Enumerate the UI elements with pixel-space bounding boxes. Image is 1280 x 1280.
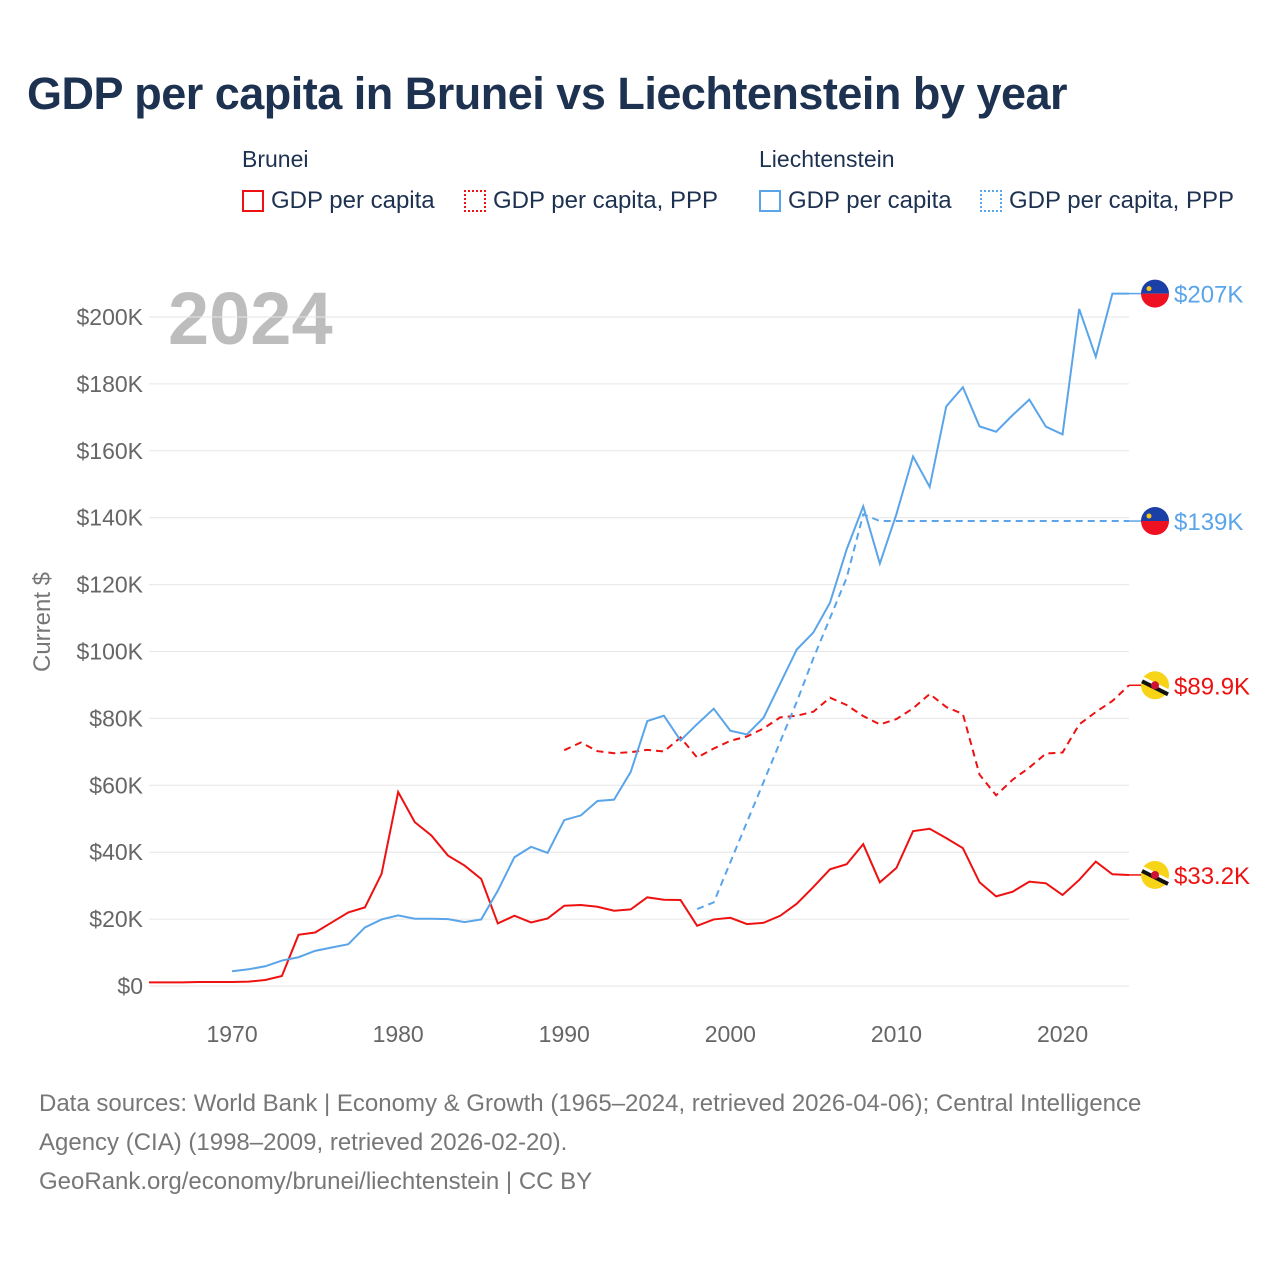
- brunei-flag-icon: [1140, 860, 1170, 889]
- y-tick-label: $180K: [76, 371, 143, 397]
- end-value-label: $207K: [1174, 282, 1243, 309]
- liechtenstein-flag-icon: [1141, 507, 1169, 536]
- legend-liechtenstein-gdp[interactable]: GDP per capita: [759, 187, 952, 215]
- legend-label: GDP per capita: [788, 187, 952, 214]
- x-tick-label: 2010: [871, 1021, 922, 1047]
- end-value-label: $89.9K: [1174, 673, 1250, 700]
- legend-brunei-ppp[interactable]: GDP per capita, PPP: [464, 187, 718, 215]
- y-tick-label: $160K: [76, 438, 143, 464]
- y-tick-label: $200K: [76, 304, 143, 330]
- x-tick-label: 2020: [1037, 1021, 1088, 1047]
- series-line-0: [149, 789, 1130, 984]
- series-line-3: [696, 513, 1129, 910]
- legend-swatch-dotted-red: [464, 190, 486, 212]
- year-overlay: 2024: [168, 277, 333, 360]
- legend-group-brunei: Brunei: [242, 146, 309, 172]
- footer-sources-1: Data sources: World Bank | Economy & Gro…: [39, 1090, 1142, 1117]
- legend-liechtenstein-ppp[interactable]: GDP per capita, PPP: [980, 187, 1234, 215]
- series-line-2: [231, 292, 1129, 973]
- y-axis-label: Current $: [29, 572, 56, 672]
- y-tick-label: $60K: [89, 772, 143, 798]
- legend-swatch-dotted-blue: [980, 190, 1002, 212]
- y-tick-label: $20K: [89, 906, 143, 932]
- x-tick-label: 2000: [705, 1021, 756, 1047]
- liechtenstein-flag-icon: [1141, 279, 1169, 308]
- page-title: GDP per capita in Brunei vs Liechtenstei…: [27, 68, 1068, 119]
- footer-link[interactable]: GeoRank.org/economy/brunei/liechtenstein…: [39, 1168, 593, 1195]
- y-tick-label: $120K: [76, 572, 143, 598]
- x-tick-label: 1990: [539, 1021, 590, 1047]
- legend-label: GDP per capita: [271, 187, 435, 214]
- y-tick-label: $80K: [89, 705, 143, 731]
- series-line-1: [563, 684, 1130, 797]
- y-tick-label: $100K: [76, 639, 143, 665]
- legend-group-liechtenstein: Liechtenstein: [759, 146, 895, 172]
- y-tick-label: $0: [117, 973, 143, 999]
- legend-swatch-solid-red: [242, 190, 264, 212]
- legend-brunei-gdp[interactable]: GDP per capita: [242, 187, 435, 215]
- brunei-flag-icon: [1140, 671, 1170, 700]
- y-tick-label: $140K: [76, 505, 143, 531]
- x-tick-label: 1970: [206, 1021, 257, 1047]
- legend-swatch-solid-blue: [759, 190, 781, 212]
- y-tick-label: $40K: [89, 839, 143, 865]
- legend-label: GDP per capita, PPP: [493, 187, 718, 214]
- x-tick-label: 1980: [373, 1021, 424, 1047]
- end-value-label: $139K: [1174, 509, 1243, 536]
- footer-sources-2: Agency (CIA) (1998–2009, retrieved 2026-…: [39, 1129, 568, 1156]
- end-value-label: $33.2K: [1174, 863, 1250, 890]
- legend-label: GDP per capita, PPP: [1009, 187, 1234, 214]
